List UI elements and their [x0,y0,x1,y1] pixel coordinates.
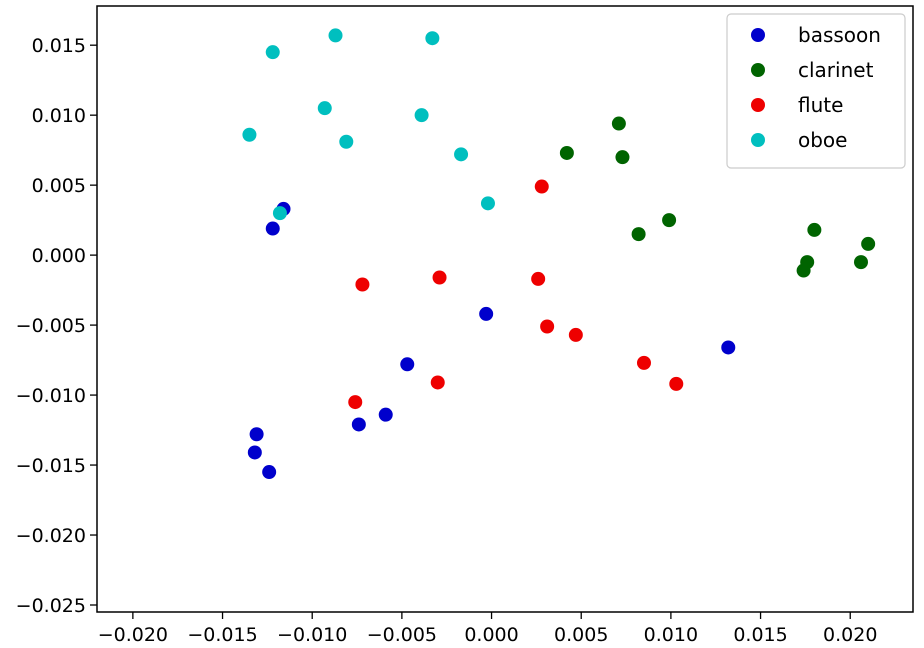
legend-label: oboe [798,128,847,152]
y-tick-label: 0.005 [32,175,86,197]
flute-point [540,319,555,334]
clarinet-point [796,263,811,278]
bassoon-point [249,427,264,442]
clarinet-point [559,145,574,160]
legend-label: clarinet [798,58,874,82]
bassoon-point [247,445,262,460]
oboe-point [414,108,429,123]
x-axis: −0.020 −0.015 −0.010 −0.005 0.000 0.005 0.010 0… [98,612,877,646]
x-tick-label: −0.005 [367,624,437,646]
legend-marker [751,63,765,77]
y-tick-label: 0.010 [32,105,86,127]
x-tick-label: 0.000 [464,624,518,646]
y-tick-label: −0.015 [16,455,86,477]
y-axis: 0.015 0.010 0.005 0.000 −0.005 −0.010 −0.015 −0… [16,35,97,617]
oboe-point [339,134,354,149]
legend-label: bassoon [798,23,881,47]
legend-marker [751,133,765,147]
flute-point [669,376,684,391]
bassoon-point [351,417,366,432]
legend-marker [751,98,765,112]
clarinet-point [807,222,822,237]
flute-point [430,375,445,390]
flute-point [355,277,370,292]
flute-point [636,355,651,370]
series-clarinet [559,116,876,278]
y-tick-label: −0.025 [16,595,86,617]
flute-point [568,327,583,342]
clarinet-point [853,255,868,270]
legend-item-oboe: oboe [751,128,847,152]
x-tick-label: −0.010 [277,624,347,646]
oboe-point [265,45,280,60]
flute-point [348,395,363,410]
clarinet-point [861,236,876,251]
oboe-point [242,127,257,142]
oboe-point [328,28,343,43]
series-flute [348,179,684,410]
legend-item-flute: flute [751,93,843,117]
x-tick-label: −0.015 [187,624,257,646]
bassoon-point [479,306,494,321]
y-tick-label: 0.015 [32,35,86,57]
oboe-point [454,147,469,162]
y-tick-label: −0.005 [16,315,86,337]
y-tick-label: 0.000 [32,245,86,267]
plot-frame [96,5,914,613]
legend-marker [751,28,765,42]
plot-points [242,28,876,480]
x-tick-label: 0.015 [733,624,787,646]
clarinet-point [631,227,646,242]
bassoon-point [400,357,415,372]
clarinet-point [611,116,626,131]
x-tick-label: 0.005 [554,624,608,646]
clarinet-point [615,150,630,165]
bassoon-point [262,465,277,480]
bassoon-point [721,340,736,355]
flute-point [432,270,447,285]
oboe-point [425,31,440,46]
legend-item-bassoon: bassoon [751,23,881,47]
y-tick-label: −0.020 [16,525,86,547]
x-tick-label: 0.010 [644,624,698,646]
legend-item-clarinet: clarinet [751,58,874,82]
legend-box [726,13,906,169]
y-tick-label: −0.010 [16,385,86,407]
oboe-point [480,196,495,211]
legend: bassoon clarinet flute oboe [726,13,906,169]
clarinet-point [662,213,677,228]
flute-point [534,179,549,194]
series-oboe [242,28,495,221]
series-bassoon [247,201,736,480]
legend-label: flute [798,93,843,117]
flute-point [531,271,546,286]
x-tick-label: 0.020 [823,624,877,646]
oboe-point [317,101,332,116]
x-tick-label: −0.020 [98,624,168,646]
oboe-point [272,206,287,221]
bassoon-point [265,221,280,236]
bassoon-point [378,407,393,422]
